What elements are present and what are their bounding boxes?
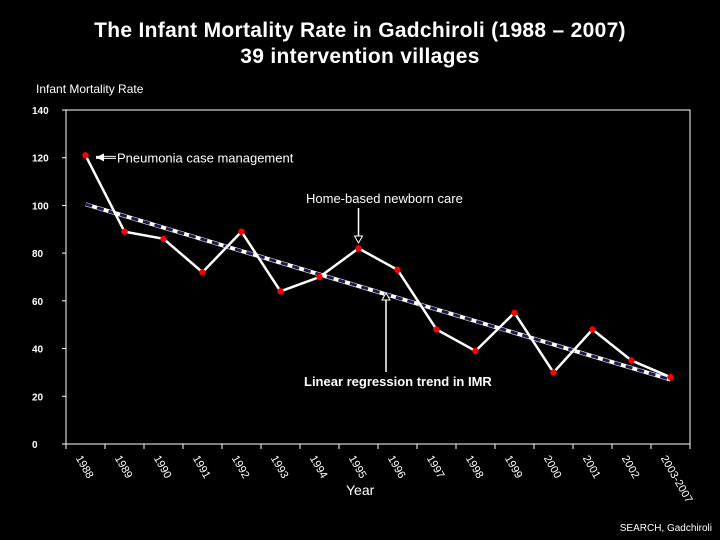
x-tick-label: 2001 [580,454,603,481]
y-axis-label: Infant Mortality Rate [36,82,144,96]
y-tick-label: 40 [32,345,44,356]
chart-title-line2: 39 intervention villages [240,45,480,68]
x-tick-label: 1996 [385,454,408,481]
x-tick-label: 1993 [268,454,291,481]
series-line [84,154,671,379]
data-point [316,273,323,281]
annotation-trend: Linear regression trend in IMR [304,374,492,389]
x-tick-label: 1991 [190,454,213,481]
data-point [667,374,674,381]
x-tick-label: 2002 [619,454,642,481]
newborn-arrow-head [353,235,364,245]
data-point [628,357,635,364]
data-point [199,269,206,276]
chart-title: The Infant Mortality Rate in Gadchiroli … [0,18,720,70]
data-point [589,326,596,333]
y-tick-label: 80 [32,249,44,260]
data-point [160,235,167,243]
chart-title-line1: The Infant Mortality Rate in Gadchiroli … [94,19,626,42]
x-tick-label: 1999 [502,454,525,481]
x-tick-label: 1998 [463,454,486,481]
x-axis-label: Year [346,482,375,498]
data-point [472,347,479,355]
annotation-pneumonia: Pneumonia case management [117,150,294,165]
credit-text: SEARCH, Gadchiroli [619,523,712,534]
y-tick-label: 60 [32,297,44,308]
x-tick-label: 1988 [73,454,96,481]
x-tick-label: 1990 [151,454,174,481]
y-tick-label: 120 [32,154,49,165]
y-tick-label: 20 [32,392,44,403]
y-tick-label: 140 [32,106,49,117]
data-point [238,228,245,235]
data-point [511,309,518,316]
trend-arrow-head [381,291,391,301]
x-tick-label: 1995 [346,454,369,481]
trend-line [85,202,671,382]
x-tick-label: 2000 [541,454,564,481]
data-point [355,245,362,252]
data-point [277,288,284,295]
x-tick-label: 1989 [112,454,135,481]
pneumonia-arrow-head [96,153,104,162]
data-point [394,266,401,274]
data-point [550,369,557,376]
data-point [82,152,89,159]
y-tick-label: 0 [32,440,38,451]
data-point [433,326,440,333]
data-point [121,228,128,235]
y-tick-label: 100 [32,201,49,212]
x-tick-label: 1997 [424,454,447,481]
x-tick-label: 1992 [229,454,252,481]
annotation-newborn-care: Home-based newborn care [306,191,463,206]
x-tick-label: 1994 [307,454,330,481]
x-tick-label: 2003-2007 [658,454,695,506]
